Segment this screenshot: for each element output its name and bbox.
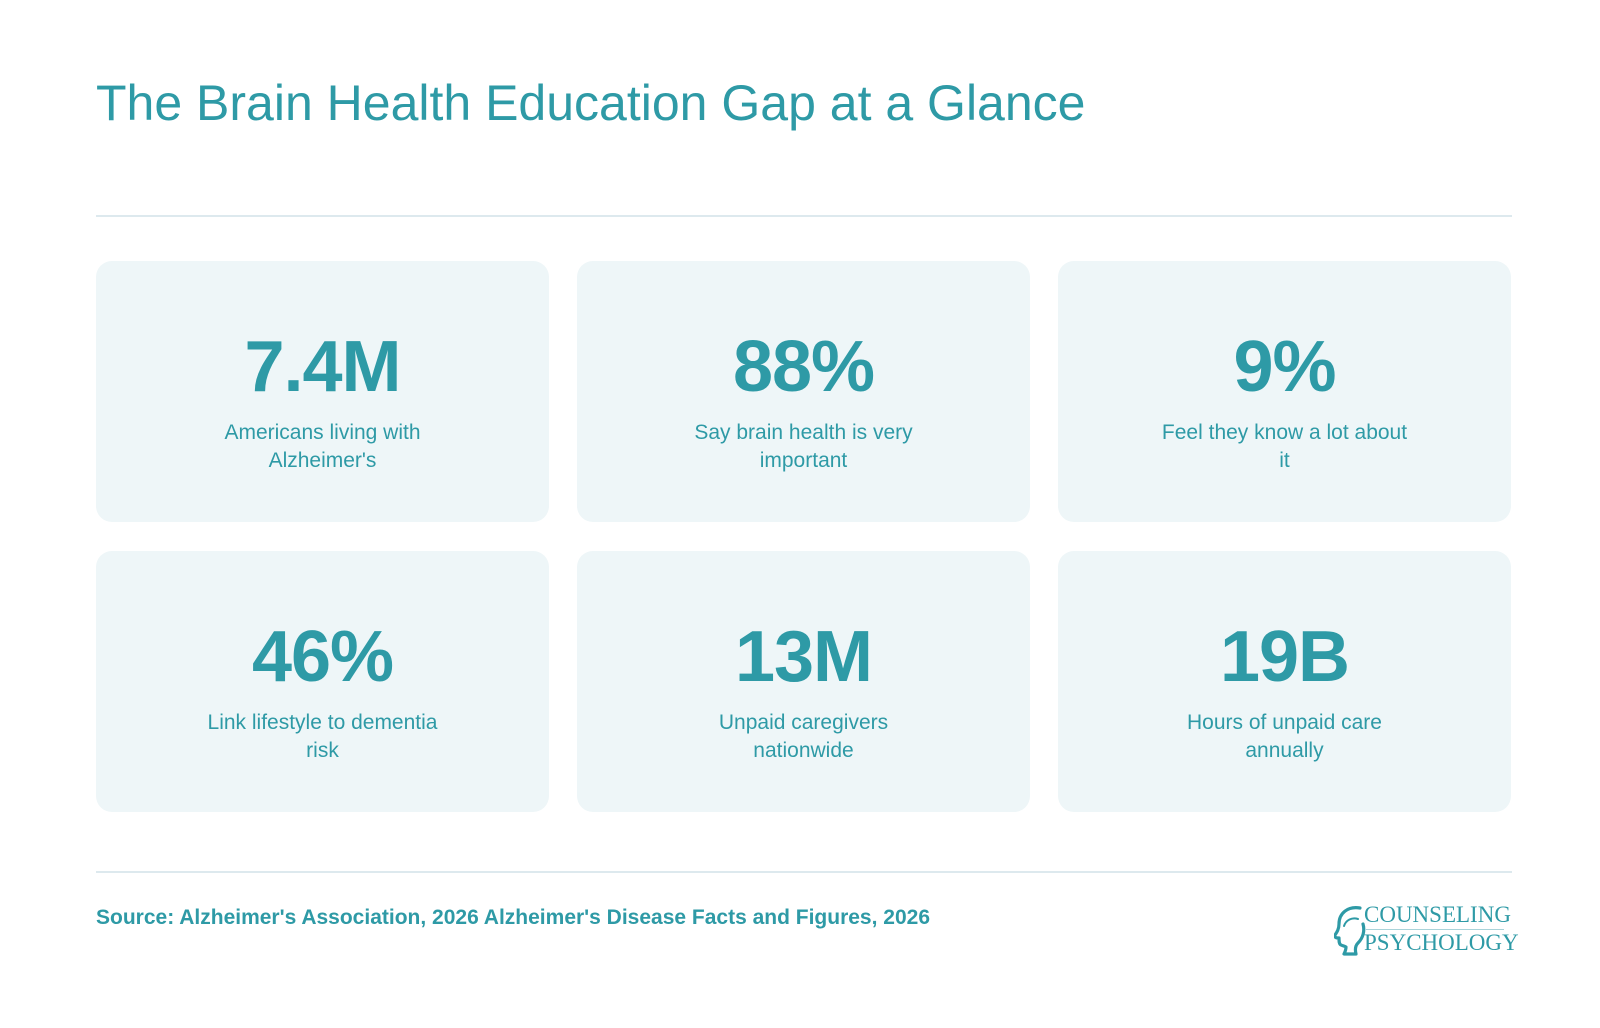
stat-label: Unpaid caregivers nationwide: [718, 711, 889, 762]
stat-value: 88%: [732, 327, 875, 407]
stat-label: Feel they know a lot about it: [1161, 421, 1408, 472]
stat-label: Link lifestyle to dementia risk: [207, 711, 438, 762]
logo-text-line1: COUNSELING: [1364, 902, 1511, 927]
stat-card: 88% Say brain health is very important: [577, 261, 1030, 522]
stat-value: 19B: [1219, 617, 1350, 697]
top-divider: [96, 215, 1512, 217]
stat-value: 13M: [734, 617, 873, 697]
stat-card: 9% Feel they know a lot about it: [1058, 261, 1511, 522]
brand-logo: COUNSELING PSYCHOLOGY: [1334, 900, 1519, 960]
stats-grid: 7.4M Americans living with Alzheimer's 8…: [96, 261, 1512, 812]
stat-card: 13M Unpaid caregivers nationwide: [577, 551, 1030, 812]
stat-value: 46%: [251, 617, 394, 697]
stat-value: 7.4M: [244, 327, 401, 407]
stat-card: 19B Hours of unpaid care annually: [1058, 551, 1511, 812]
logo-divider: [1366, 929, 1504, 930]
stat-card: 46% Link lifestyle to dementia risk: [96, 551, 549, 812]
page-title: The Brain Health Education Gap at a Glan…: [96, 75, 1086, 131]
head-profile-icon: [1334, 906, 1366, 956]
stat-card: 7.4M Americans living with Alzheimer's: [96, 261, 549, 522]
stat-label: Say brain health is very important: [694, 421, 913, 472]
logo-text-line2: PSYCHOLOGY: [1364, 930, 1519, 955]
source-citation: Source: Alzheimer's Association, 2026 Al…: [96, 906, 931, 929]
stat-label: Hours of unpaid care annually: [1187, 711, 1382, 762]
stat-value: 9%: [1233, 327, 1336, 407]
bottom-divider: [96, 871, 1512, 873]
stat-label: Americans living with Alzheimer's: [224, 421, 421, 472]
